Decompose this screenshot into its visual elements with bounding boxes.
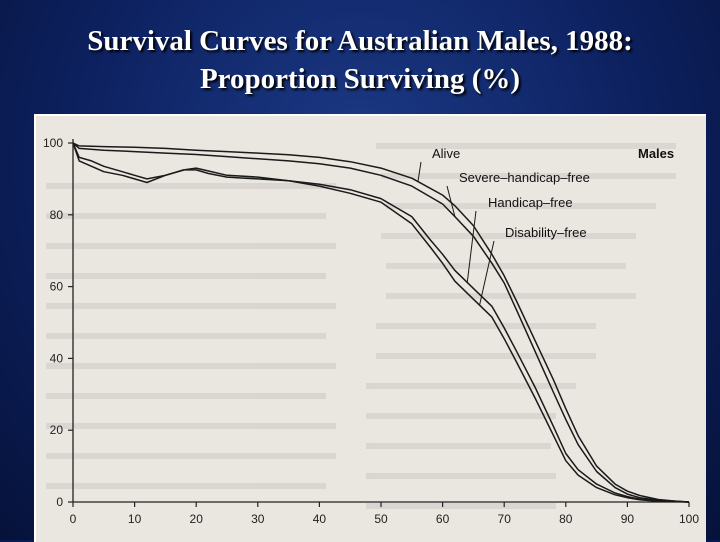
series-line-1: [72, 142, 690, 503]
chart-figure: 0 10 20 30 40 50 60 70 80 90 100 0 20 40 60 80 100 Alive…: [34, 114, 706, 542]
leader-line: [417, 161, 422, 182]
x-tick-label: 0: [70, 512, 77, 526]
series-line-3: [72, 142, 690, 503]
x-tick-label: 80: [559, 512, 573, 526]
x-tick-label: 90: [621, 512, 635, 526]
survival-chart: 0 10 20 30 40 50 60 70 80 90 100 0 20 40 60 80 100 Alive…: [43, 136, 699, 526]
curves: [72, 142, 690, 503]
x-tick-label: 20: [190, 512, 204, 526]
y-tick-label: 100: [43, 136, 63, 150]
x-tick-label: 40: [313, 512, 327, 526]
y-tick-label: 40: [50, 351, 64, 365]
x-tick-label: 60: [436, 512, 450, 526]
slide-title: Survival Curves for Australian Males, 19…: [0, 22, 720, 98]
y-tick-label: 60: [50, 280, 64, 294]
scan-texture: [46, 143, 676, 509]
x-tick-label: 30: [251, 512, 265, 526]
leader-line: [466, 210, 477, 283]
curve-label: Disability–free: [505, 225, 587, 240]
y-tick-label: 80: [50, 208, 64, 222]
x-tick-label: 70: [498, 512, 512, 526]
curve-labels: Alive Severe–handicap–free Handicap–free Di…: [417, 146, 674, 306]
axes: 0 10 20 30 40 50 60 70 80 90 100 0 20 40 60 80 100: [43, 136, 699, 526]
series-line-2: [72, 142, 690, 503]
curve-label: Severe–handicap–free: [459, 170, 590, 185]
series-line-0: [72, 142, 690, 503]
x-tick-label: 100: [679, 512, 699, 526]
y-tick-label: 20: [50, 423, 64, 437]
y-tick-label: 0: [56, 495, 63, 509]
curve-label: Alive: [432, 146, 460, 161]
curve-label: Handicap–free: [488, 195, 573, 210]
leader-line: [446, 185, 456, 217]
leader-line: [479, 240, 495, 306]
slide-title-line-1: Survival Curves for Australian Males, 19…: [87, 25, 633, 57]
slide-title-line-2: Proportion Surviving (%): [199, 63, 521, 95]
panel-label: Males: [638, 146, 674, 161]
x-tick-label: 50: [374, 512, 388, 526]
x-tick-label: 10: [128, 512, 142, 526]
